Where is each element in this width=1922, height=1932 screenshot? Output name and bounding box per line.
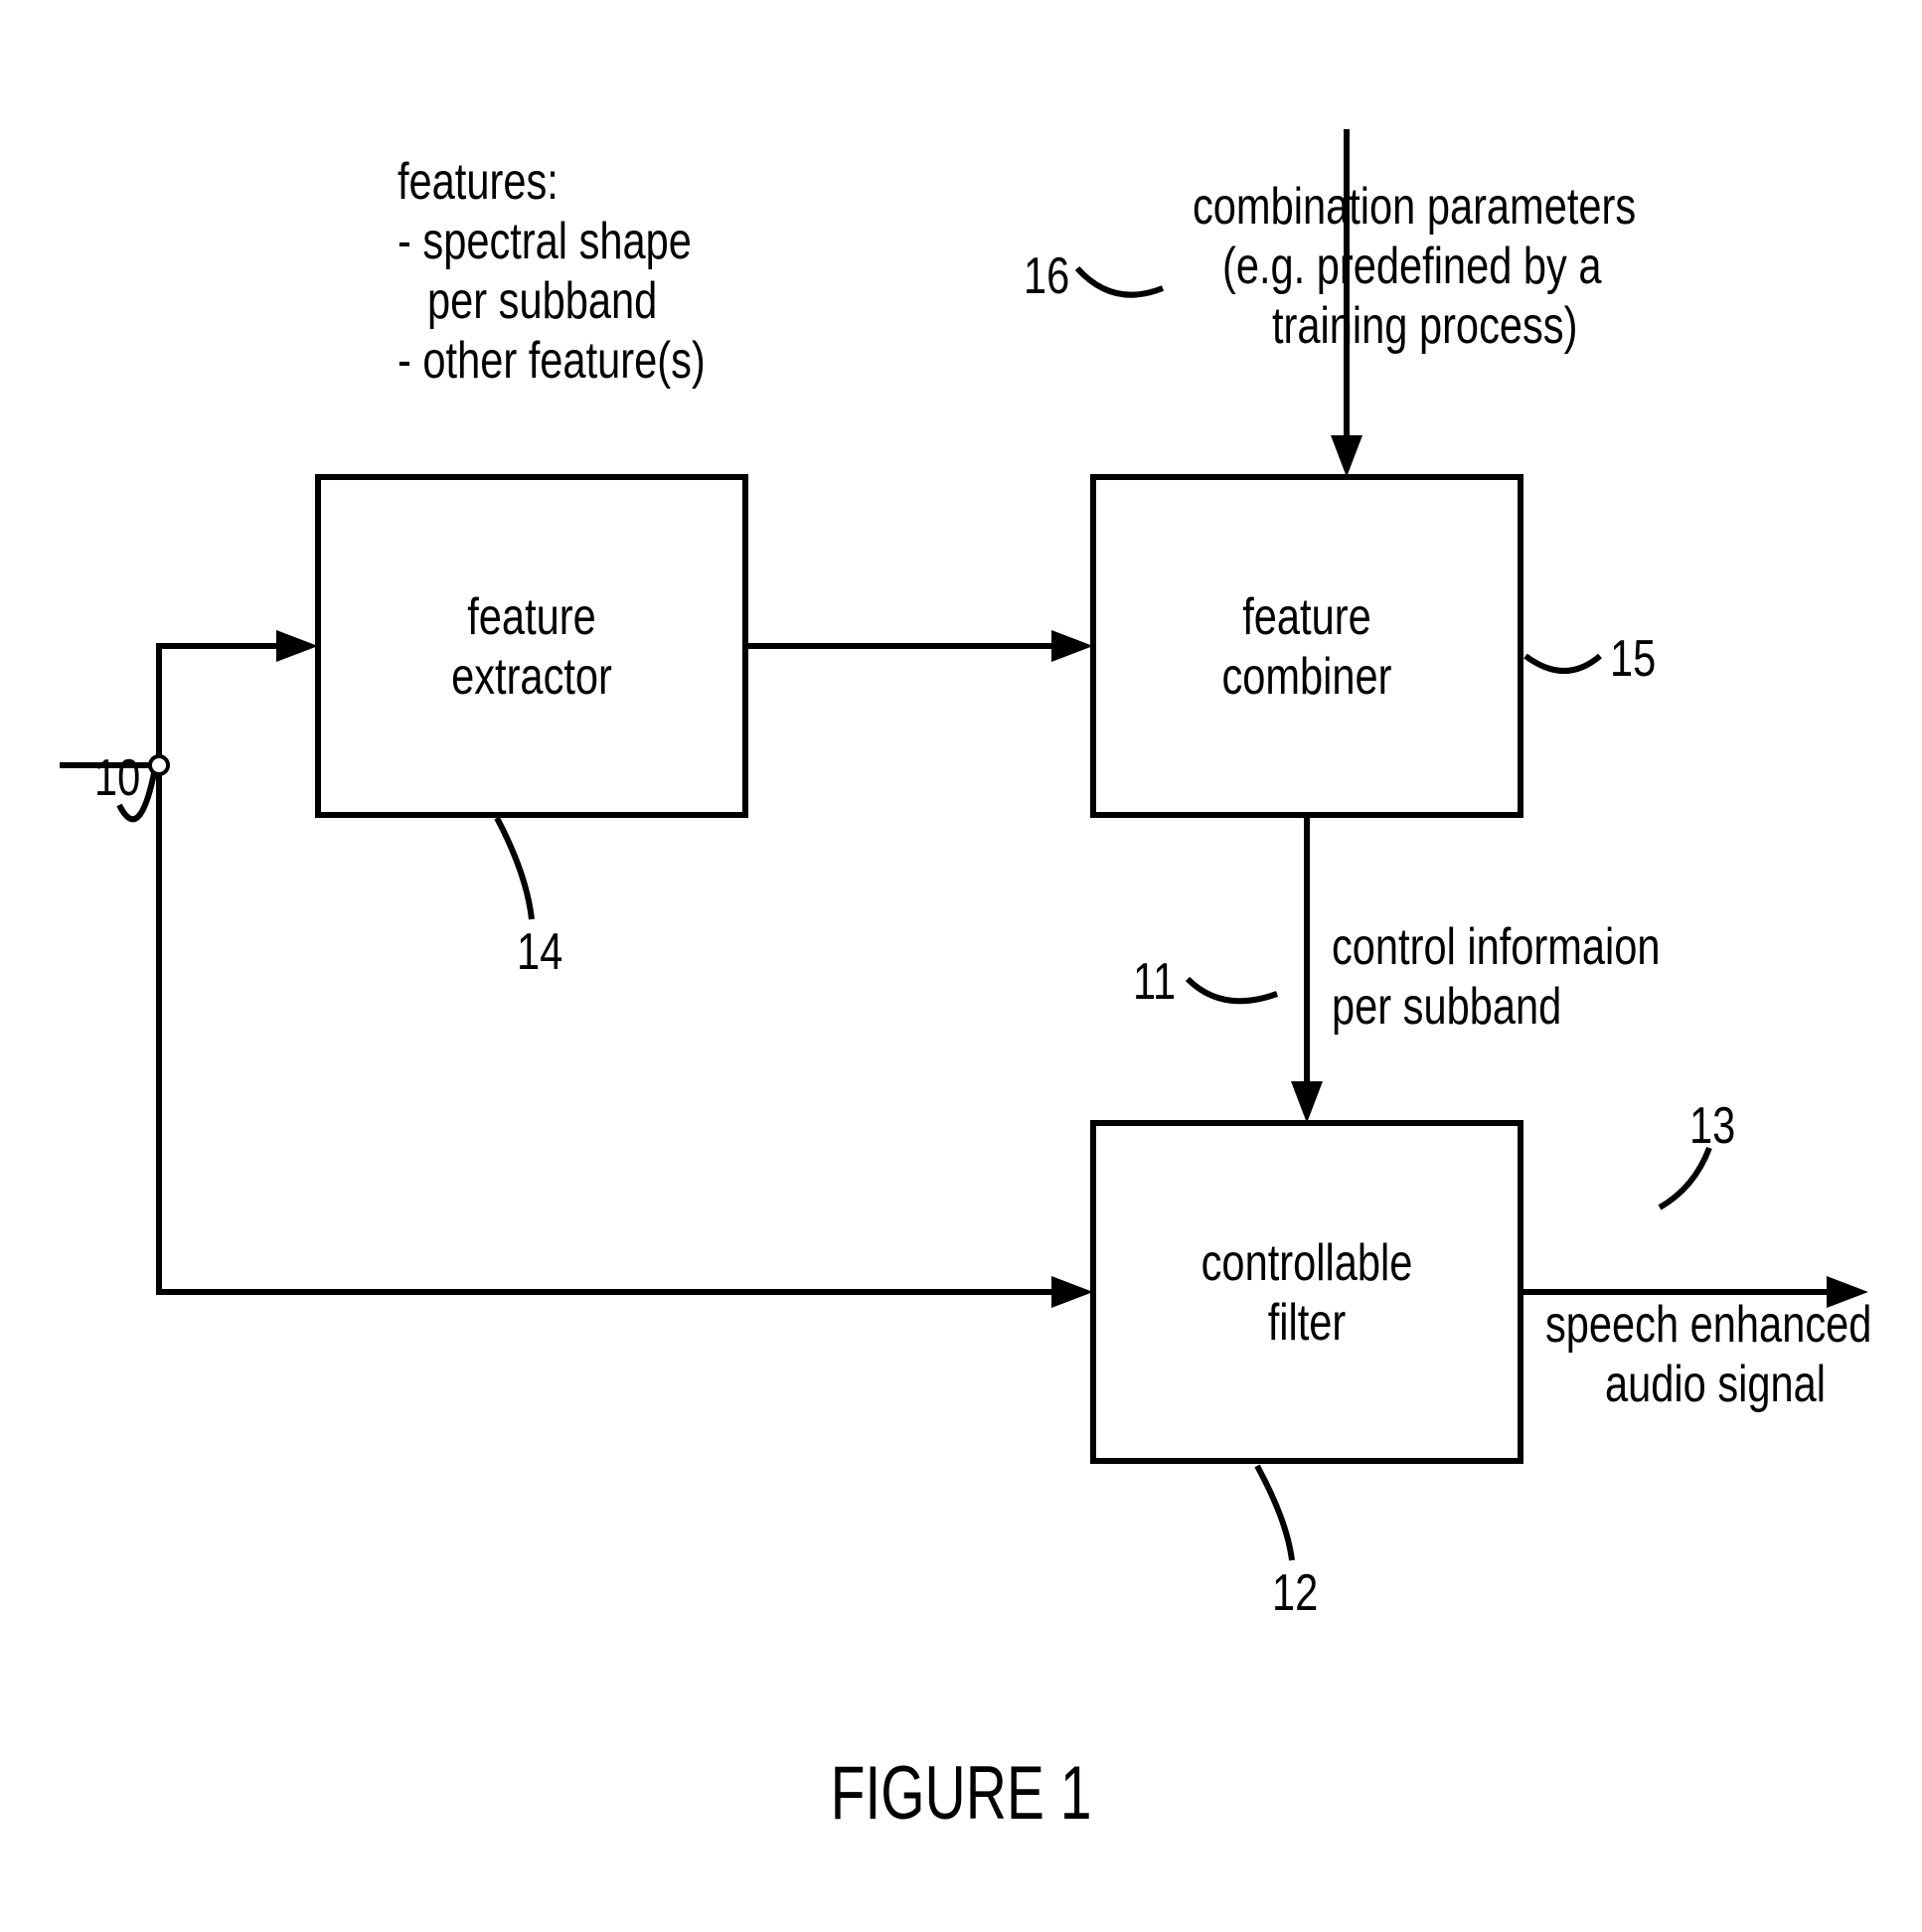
combiner-label: combiner	[1221, 647, 1391, 706]
figure-title: FIGURE 1	[831, 1751, 1092, 1836]
combination-params-label: (e.g. predefined by a	[1222, 237, 1602, 295]
combiner-label: feature	[1242, 587, 1370, 646]
features-label: - spectral shape	[398, 212, 692, 270]
ref-16: 16	[1024, 246, 1069, 305]
features-label: features:	[398, 152, 559, 211]
features-label: - other feature(s)	[398, 331, 706, 390]
extractor-label: feature	[467, 587, 595, 646]
output-label: speech enhanced	[1545, 1295, 1871, 1354]
branch-node	[150, 756, 168, 774]
node-to-filter-wire	[159, 774, 1051, 1292]
combination-params-label: combination parameters	[1193, 177, 1636, 236]
control-info-label: control informaion	[1332, 917, 1661, 976]
ref-12: 12	[1272, 1563, 1318, 1622]
ref-13: 13	[1689, 1096, 1735, 1155]
node-to-extractor-wire	[159, 646, 276, 756]
filter-label: controllable	[1201, 1233, 1413, 1292]
extractor-label: extractor	[451, 647, 612, 706]
ref-10: 10	[94, 748, 140, 807]
filter-label: filter	[1268, 1293, 1347, 1352]
ref-11: 11	[1133, 952, 1176, 1011]
ref-15: 15	[1610, 629, 1656, 688]
combination-params-label: training process)	[1272, 296, 1577, 355]
ref-14: 14	[517, 922, 562, 981]
features-label: per subband	[427, 271, 657, 330]
output-label: audio signal	[1605, 1355, 1826, 1413]
control-info-label: per subband	[1332, 977, 1561, 1036]
